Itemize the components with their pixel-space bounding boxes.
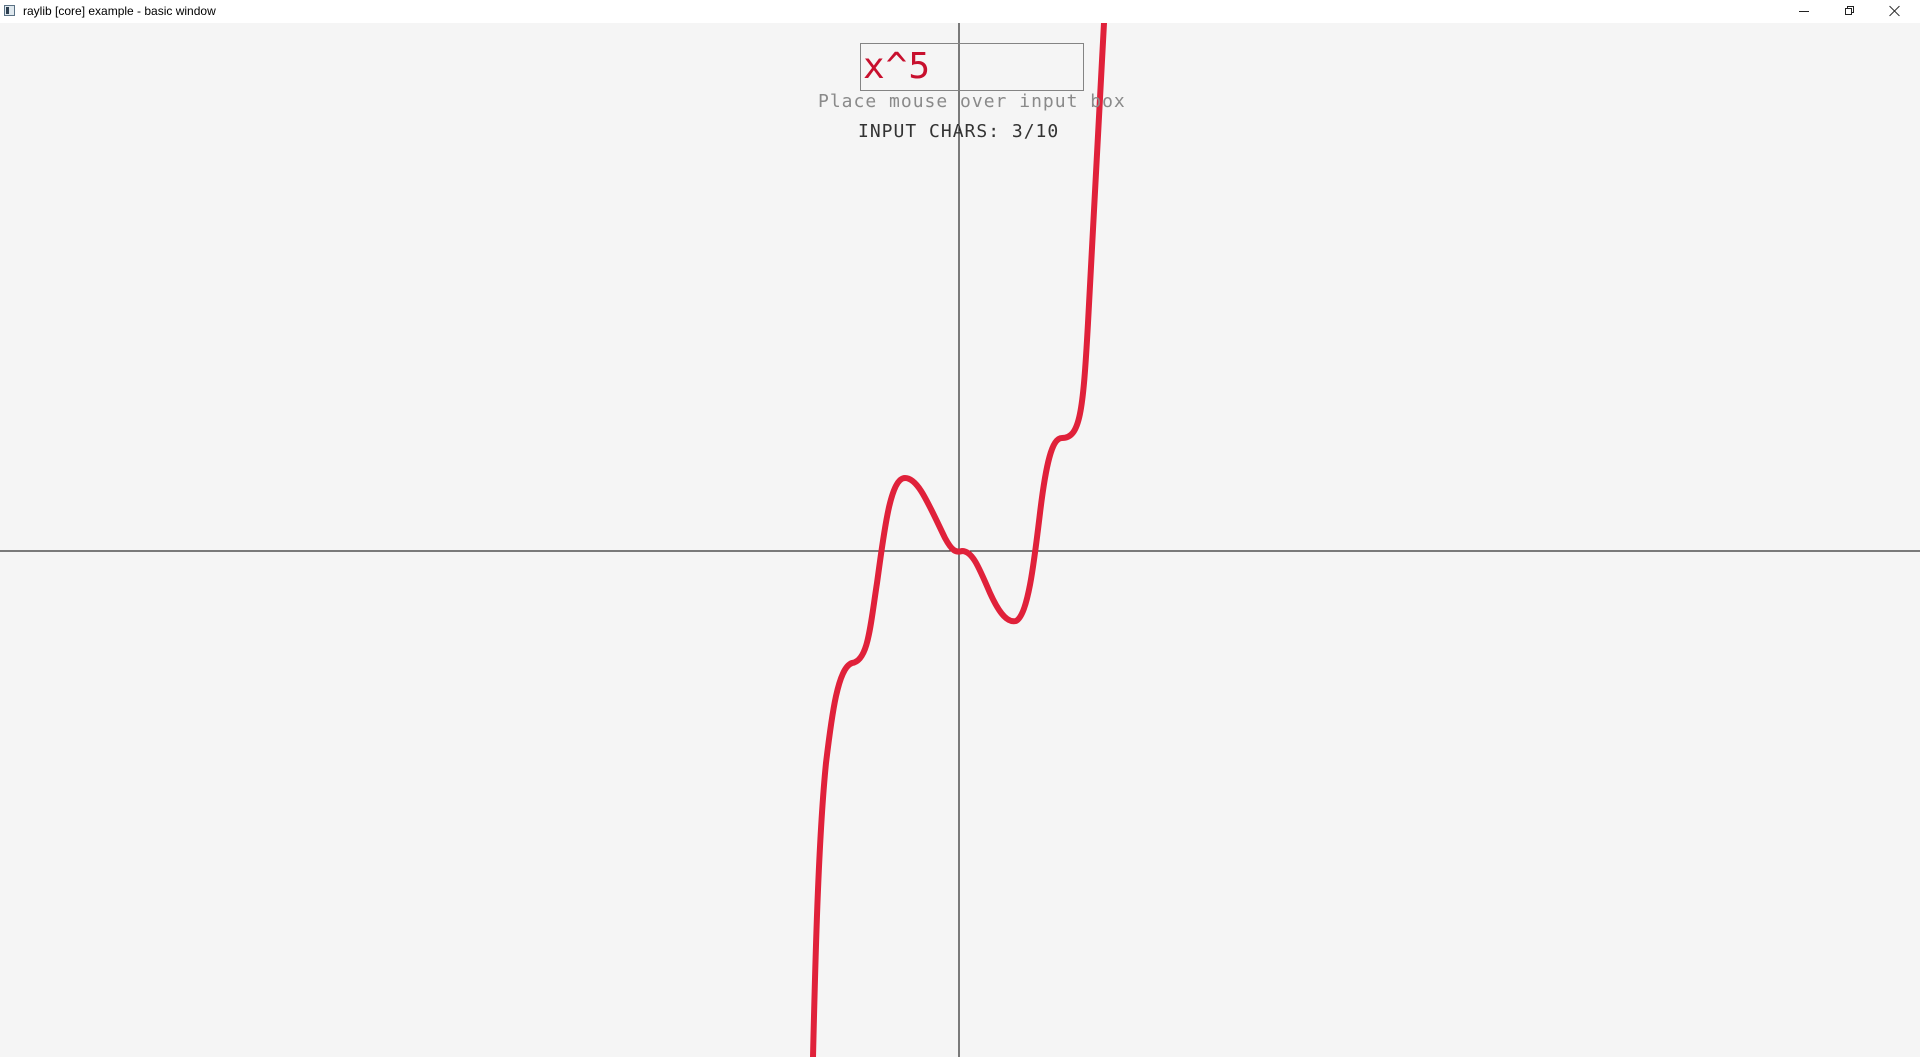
input-char-counter: INPUT CHARS: 3/10 (858, 121, 1060, 142)
restore-button[interactable] (1827, 0, 1873, 22)
graph-canvas[interactable]: x^5 Place mouse over input box INPUT CHA… (0, 23, 1920, 1057)
close-button[interactable] (1872, 0, 1918, 22)
title-bar[interactable]: raylib [core] example - basic window (0, 0, 1920, 23)
function-curve (810, 23, 1107, 1057)
window-title: raylib [core] example - basic window (23, 4, 216, 18)
app-icon (4, 5, 15, 16)
minimize-icon (1799, 10, 1809, 12)
minimize-button[interactable] (1781, 0, 1827, 22)
input-hint-label: Place mouse over input box (818, 91, 1126, 112)
function-plot (0, 23, 1920, 1057)
restore-icon (1845, 6, 1855, 16)
close-icon (1889, 5, 1901, 17)
function-input-text: x^5 (863, 46, 932, 87)
function-input-box[interactable]: x^5 (860, 43, 1084, 91)
